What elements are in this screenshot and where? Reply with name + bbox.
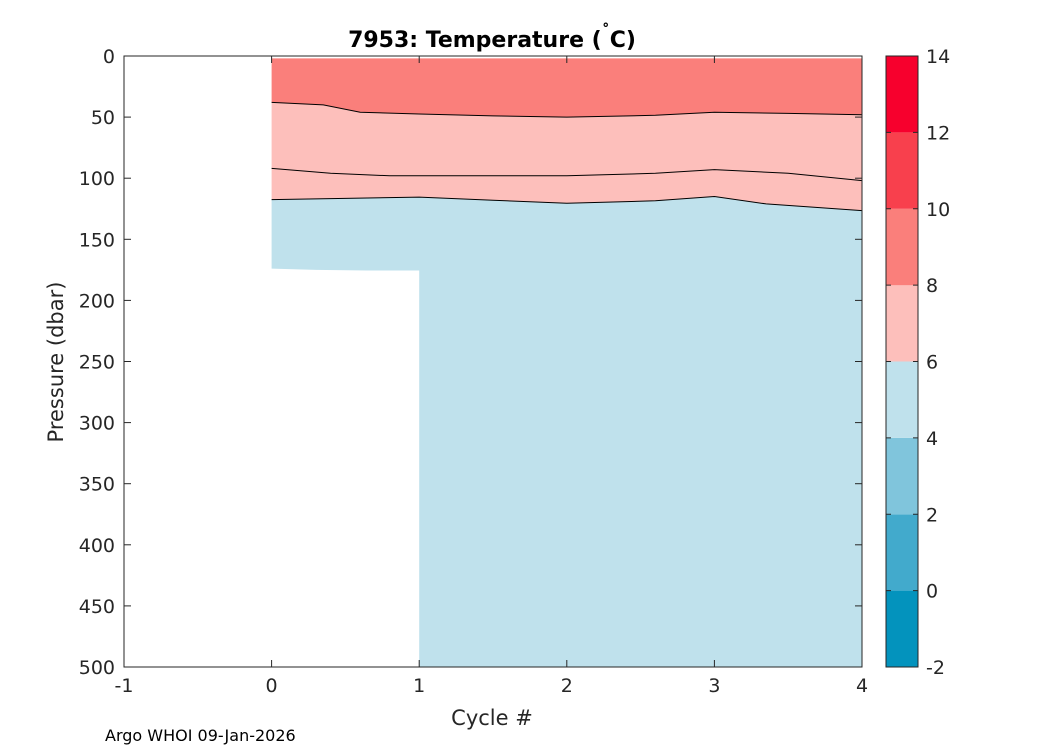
contour-lines xyxy=(271,101,863,212)
colorbar-band--2-to-0 xyxy=(886,590,918,667)
plot-frame xyxy=(123,55,863,668)
colorbar-tick-label: 8 xyxy=(926,275,938,297)
contour-plot-area: -1 0 1 2 3 4 0 50 100 150 200 250 300 350 400 450 500 xyxy=(79,46,868,697)
colorbar-bands xyxy=(886,56,918,667)
isotherm-line-8 xyxy=(271,101,863,118)
contour-fill-regions xyxy=(271,58,863,667)
isotherm-line-7 xyxy=(271,167,863,182)
y-tick-label: 500 xyxy=(79,657,115,679)
isotherm-line-6 xyxy=(271,195,863,212)
colorbar-tick-label: 12 xyxy=(926,122,950,144)
colorbar-tick-label: 10 xyxy=(926,199,950,221)
x-tick-label: -1 xyxy=(115,675,134,697)
y-tick-label: 150 xyxy=(79,229,115,251)
y-tick-label: 300 xyxy=(79,413,115,435)
y-tick-label: 400 xyxy=(79,535,115,557)
colorbar: -2 0 2 4 6 8 10 12 14 xyxy=(885,46,950,679)
colorbar-band-0-to-2 xyxy=(886,514,918,591)
y-tick-label: 250 xyxy=(79,352,115,374)
y-tick-label: 0 xyxy=(103,46,115,68)
footer-credit: Argo WHOI 09-Jan-2026 xyxy=(105,726,296,745)
colorbar-tick-label: 6 xyxy=(926,352,938,374)
colorbar-ticks: -2 0 2 4 6 8 10 12 14 xyxy=(886,46,950,679)
x-tick-label: 1 xyxy=(413,675,425,697)
chart-title: 7953: Temperature (˚C) xyxy=(348,22,636,53)
x-tick-label: 2 xyxy=(561,675,573,697)
colorbar-band-10-to-12 xyxy=(886,132,918,209)
y-tick-label: 450 xyxy=(79,596,115,618)
colorbar-tick-label: -2 xyxy=(926,657,945,679)
colorbar-band-12-to-14 xyxy=(886,56,918,133)
colorbar-band-2-to-4 xyxy=(886,437,918,515)
x-axis-label: Cycle # xyxy=(451,706,533,730)
x-tick-label: 3 xyxy=(708,675,720,697)
y-tick-label: 50 xyxy=(91,107,115,129)
region-4-6 xyxy=(271,196,863,667)
colorbar-tick-label: 2 xyxy=(926,504,938,526)
colorbar-band-4-to-6 xyxy=(886,361,918,438)
x-tick-label: 4 xyxy=(856,675,868,697)
y-tick-label: 100 xyxy=(79,168,115,190)
colorbar-tick-label: 4 xyxy=(926,428,938,450)
region-8-10 xyxy=(271,58,863,118)
y-axis-label: Pressure (dbar) xyxy=(44,282,68,443)
colorbar-tick-label: 14 xyxy=(926,46,950,68)
colorbar-frame xyxy=(885,55,919,668)
y-axis-ticks: 0 50 100 150 200 250 300 350 400 450 500 xyxy=(79,46,862,679)
y-tick-label: 200 xyxy=(79,290,115,312)
colorbar-band-6-to-8 xyxy=(886,285,918,362)
region-6-8 xyxy=(271,102,863,211)
colorbar-band-8-to-10 xyxy=(886,208,918,286)
x-tick-label: 0 xyxy=(266,675,278,697)
y-tick-label: 350 xyxy=(79,474,115,496)
colorbar-tick-label: 0 xyxy=(926,581,938,603)
